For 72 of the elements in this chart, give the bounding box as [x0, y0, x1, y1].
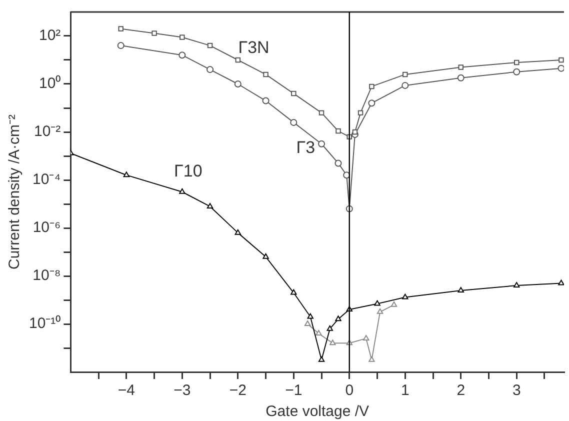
x-axis-title: Gate voltage /V — [266, 403, 370, 420]
point — [180, 34, 185, 40]
point — [368, 356, 375, 362]
point — [390, 301, 398, 307]
point — [358, 110, 364, 116]
point — [402, 82, 409, 89]
point — [318, 356, 325, 362]
y-tick-label: 10⁻⁴ — [32, 171, 61, 188]
x-tick-label: 0 — [345, 382, 354, 400]
x-tick-label: 1 — [400, 382, 410, 400]
point — [206, 66, 214, 74]
y-tick-label: 10⁻⁶ — [32, 219, 61, 236]
point — [234, 229, 242, 235]
point — [123, 172, 130, 178]
point — [304, 320, 311, 326]
point — [263, 72, 268, 78]
y-tick-label: 10⁻⁸ — [32, 267, 61, 284]
x-tick-label: −1 — [285, 382, 302, 400]
x-tick-label: 3 — [512, 382, 521, 400]
point — [336, 128, 341, 134]
point — [207, 42, 213, 48]
y-tick-label: 10⁻² — [34, 123, 61, 140]
x-tick-label: −4 — [118, 382, 135, 400]
series-label: Γ10 — [174, 162, 202, 181]
point — [558, 64, 564, 72]
point — [334, 160, 342, 167]
x-tick-label: 2 — [456, 382, 466, 400]
point — [457, 74, 464, 82]
series-label: Γ3 — [296, 138, 316, 158]
point — [458, 64, 464, 70]
point — [235, 57, 241, 63]
point — [402, 294, 408, 300]
point — [363, 334, 370, 340]
y-tick-label: 10⁻¹⁰ — [28, 315, 61, 332]
point — [376, 308, 384, 314]
y-tick-label: 10⁰ — [38, 75, 61, 92]
point — [290, 118, 298, 126]
point — [352, 129, 358, 135]
y-tick-label: 10² — [38, 27, 61, 44]
point — [178, 52, 186, 59]
point — [318, 140, 326, 148]
point — [514, 282, 520, 288]
point — [291, 90, 296, 96]
point — [290, 289, 297, 295]
y-axis-title: Current density /A·cm⁻² — [6, 114, 24, 270]
point — [316, 330, 322, 336]
series-label: Γ3N — [238, 38, 270, 58]
point — [368, 100, 376, 107]
point — [117, 42, 124, 50]
point — [402, 72, 408, 78]
point — [262, 97, 270, 104]
point — [179, 188, 186, 194]
point — [318, 110, 324, 116]
point — [558, 280, 564, 286]
point — [152, 30, 157, 36]
point — [335, 316, 342, 322]
x-tick-label: −2 — [229, 382, 246, 400]
point — [307, 313, 314, 319]
point — [234, 80, 242, 88]
point — [262, 253, 269, 259]
point — [326, 325, 333, 331]
point — [118, 26, 124, 32]
point — [343, 172, 350, 179]
point — [458, 286, 464, 292]
point — [206, 202, 214, 208]
point — [558, 57, 564, 63]
point — [369, 84, 374, 90]
point — [330, 340, 336, 346]
point — [513, 68, 520, 76]
point — [374, 300, 380, 306]
x-tick-label: −3 — [174, 382, 191, 400]
point — [514, 60, 520, 66]
